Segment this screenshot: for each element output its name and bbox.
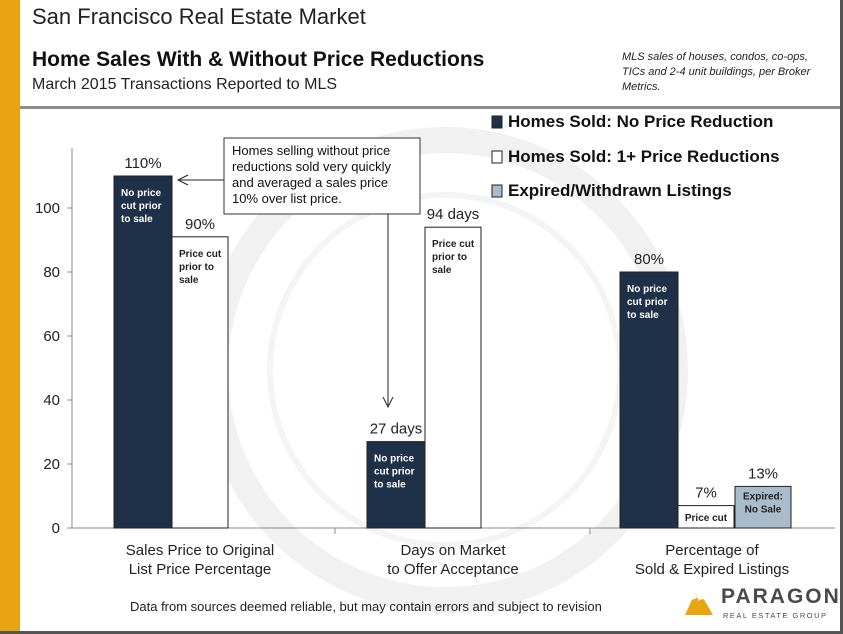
category-label: List Price Percentage [129, 561, 272, 578]
bar-inner-label: No price [374, 454, 414, 465]
legend-label: Homes Sold: No Price Reduction [508, 112, 773, 131]
bar-inner-label: sale [432, 265, 452, 276]
frame-border-bottom [0, 631, 843, 634]
page-title: San Francisco Real Estate Market [32, 4, 366, 29]
logo-tagline: REAL ESTATE GROUP [723, 611, 828, 620]
category-label: Percentage of [665, 542, 759, 559]
bar [619, 271, 679, 529]
legend-label: Expired/Withdrawn Listings [508, 181, 732, 200]
annotation-text: and averaged a sales price [232, 175, 388, 190]
page-subsubtitle: March 2015 Transactions Reported to MLS [32, 76, 338, 93]
accent-bar [0, 0, 20, 634]
annotation-arrowhead-down [382, 396, 394, 409]
bar-inner-label: to sale [374, 480, 406, 491]
y-tick-label: 60 [43, 328, 60, 345]
bar-inner-label: cut prior [121, 201, 162, 212]
disclaimer-text: Data from sources deemed reliable, but m… [130, 599, 602, 614]
bar [366, 441, 426, 529]
bar-inner-label: cut prior [374, 467, 415, 478]
legend-swatch [491, 115, 503, 129]
bar-inner-label: Price cut [432, 239, 475, 250]
bar-value-label: 90% [185, 216, 215, 233]
bar-value-label: 110% [124, 155, 161, 172]
frame-border-right [840, 0, 843, 634]
mountain-logo-icon [683, 585, 715, 617]
bar-inner-label: prior to [179, 262, 214, 273]
annotation-text: reductions sold very quickly [232, 159, 391, 174]
annotation-box [223, 137, 421, 215]
bar-value-label: 27 days [370, 421, 423, 438]
bar-inner-label: to sale [121, 214, 153, 225]
bar-inner-label: No Sale [745, 504, 782, 515]
bar [734, 485, 792, 529]
bar-value-label: 13% [748, 465, 778, 482]
source-note: MLS sales of houses, condos, co-ops, TIC… [622, 51, 811, 93]
logo-name: PARAGON [721, 585, 841, 608]
y-tick-label: 100 [35, 200, 60, 217]
legend-label: Homes Sold: 1+ Price Reductions [508, 147, 780, 166]
legend-swatch [491, 150, 503, 164]
y-tick-label: 40 [43, 392, 60, 409]
bar-inner-label: cut prior [627, 297, 668, 308]
y-tick-label: 80 [43, 264, 60, 281]
y-tick-label: 20 [43, 456, 60, 473]
bar-inner-label: No price [121, 188, 161, 199]
annotation-arrowhead-left [176, 174, 189, 186]
legend-swatch [491, 184, 503, 198]
bar [424, 226, 482, 529]
bar-inner-label: sale [179, 275, 199, 286]
header-divider [20, 106, 840, 109]
y-tick-label: 0 [52, 520, 60, 537]
paragon-logo: PARAGON REAL ESTATE GROUP [683, 585, 839, 625]
bar-inner-label: Price cut [179, 249, 222, 260]
category-label: Sold & Expired Listings [635, 561, 789, 578]
bar-inner-label: Price cut [685, 513, 728, 524]
bar [171, 236, 229, 529]
category-label: to Offer Acceptance [387, 561, 518, 578]
annotation-text: Homes selling without price [232, 143, 390, 158]
category-label: Sales Price to Original [126, 542, 274, 559]
annotation-text: 10% over list price. [232, 191, 342, 206]
bar-value-label: 80% [634, 251, 664, 268]
bar-value-label: 7% [695, 485, 717, 502]
bar-inner-label: Expired: [743, 491, 783, 502]
bar [113, 175, 173, 529]
bar-inner-label: prior to [432, 252, 467, 263]
category-label: Days on Market [400, 542, 506, 559]
page-subtitle: Home Sales With & Without Price Reductio… [32, 48, 485, 71]
bar-value-label: 94 days [427, 206, 480, 223]
bar [677, 505, 735, 529]
bar-inner-label: No price [627, 284, 667, 295]
bar-inner-label: to sale [627, 310, 659, 321]
